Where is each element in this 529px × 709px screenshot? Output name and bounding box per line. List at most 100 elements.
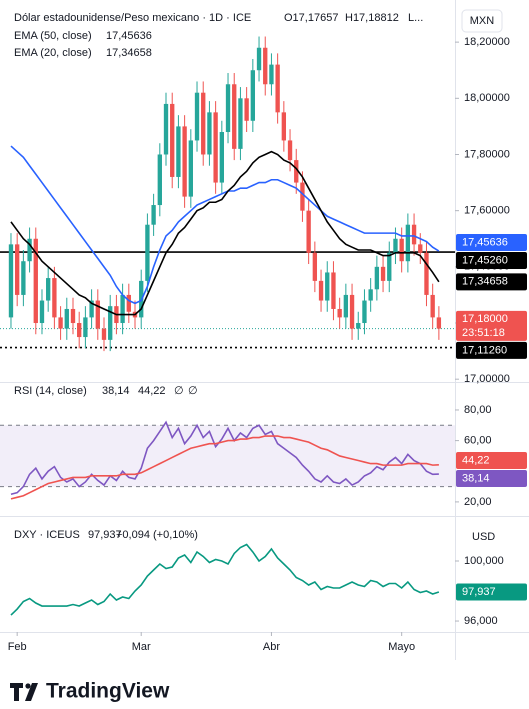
- price-label: 38,14: [462, 472, 490, 484]
- price-label: 97,937: [462, 586, 496, 598]
- candle-body: [337, 308, 342, 318]
- y-tick-label: 17,00000: [464, 373, 510, 385]
- candle-body: [64, 308, 69, 329]
- legend-label: EMA (50, close): [14, 30, 92, 42]
- price-label-box: [456, 341, 527, 359]
- candle-body: [83, 317, 88, 338]
- axis-unit: USD: [472, 531, 495, 543]
- candle-body: [362, 300, 367, 324]
- candle-body: [77, 323, 82, 338]
- legend-value: 17,45636: [106, 30, 152, 42]
- candle-body: [58, 317, 63, 329]
- candle-body: [126, 294, 131, 312]
- y-tick-label: 100,000: [464, 555, 504, 567]
- legend-value: 44,22: [138, 385, 166, 397]
- series-line: [10, 420, 439, 496]
- rsi-band: [0, 425, 455, 487]
- ohlc-label: O17,17657: [284, 12, 338, 24]
- candle-body: [27, 238, 32, 262]
- y-tick-label: 17,80000: [464, 148, 510, 160]
- chart-title: Dólar estadounidense/Peso mexicano · 1D …: [14, 12, 251, 24]
- candle-body: [356, 323, 361, 329]
- ohlc-label: H17,18812: [345, 12, 399, 24]
- x-tick-label: Feb: [8, 641, 27, 653]
- logo: TradingView: [10, 680, 170, 703]
- candle-body: [281, 112, 287, 141]
- candle-body: [182, 126, 187, 197]
- legend-value: 38,14: [102, 385, 130, 397]
- axis-unit: MXN: [470, 15, 495, 27]
- candle-body: [424, 252, 429, 295]
- candle-body: [157, 154, 162, 206]
- price-label: 17,11260: [462, 344, 507, 356]
- candle-body: [325, 272, 330, 301]
- price-label: 17,34658: [462, 276, 508, 288]
- candle-body: [263, 47, 268, 85]
- y-tick-label: 60,00: [464, 435, 492, 447]
- candle-body: [188, 140, 193, 197]
- candle-body: [380, 266, 386, 281]
- price-label: 17,18000: [462, 313, 508, 325]
- legend-value: 17,34658: [106, 47, 152, 59]
- candle-body: [207, 112, 212, 155]
- price-label-box: [456, 583, 527, 601]
- candle-body: [219, 132, 224, 183]
- candle-body: [176, 126, 181, 177]
- candle-body: [194, 92, 200, 141]
- candle-body: [374, 266, 380, 290]
- logo-icon: [25, 683, 38, 701]
- candle-body: [232, 84, 237, 149]
- ohlc-label: L...: [408, 12, 423, 24]
- candle-body: [318, 280, 324, 301]
- candle-body: [300, 182, 305, 211]
- candle-body: [418, 244, 423, 253]
- y-tick-label: 18,20000: [464, 36, 510, 48]
- candle-body: [151, 205, 156, 225]
- price-label-box: [456, 273, 527, 291]
- candle-body: [201, 92, 206, 155]
- chart-title: RSI (14, close): [14, 385, 87, 397]
- x-tick-label: Abr: [263, 641, 280, 653]
- candle-body: [101, 328, 107, 340]
- candle-body: [225, 84, 231, 133]
- candle-body: [33, 238, 38, 324]
- y-tick-label: 18,00000: [464, 92, 510, 104]
- chart-title: DXY · ICEUS: [14, 529, 80, 541]
- candle-body: [244, 98, 249, 121]
- candle-body: [399, 238, 404, 262]
- y-tick-label: 20,00: [464, 496, 492, 508]
- candle-body: [331, 272, 336, 309]
- price-label: 44,22: [462, 454, 490, 466]
- candle-body: [306, 210, 311, 253]
- candle-body: [46, 278, 51, 301]
- price-label-box: [456, 252, 527, 270]
- candle-body: [120, 294, 125, 324]
- price-label-box: [456, 469, 527, 487]
- candle-body: [52, 278, 57, 318]
- candle-body: [95, 300, 100, 329]
- plot-layer: 18,2000018,0000017,8000017,6000017,40000…: [0, 9, 527, 653]
- candle-body: [393, 238, 398, 253]
- candle-body: [287, 140, 293, 161]
- candle-body: [163, 103, 169, 155]
- unit-box: [461, 9, 503, 33]
- logo-text: TradingView: [46, 680, 170, 703]
- candle-body: [349, 294, 355, 329]
- candle-body: [436, 317, 442, 329]
- candle-body: [108, 306, 113, 340]
- candle-body: [39, 300, 45, 324]
- candle-body: [8, 244, 14, 318]
- x-tick-label: Mar: [132, 641, 151, 653]
- candle-body: [411, 224, 417, 245]
- candle-body: [145, 224, 150, 281]
- y-tick-label: 80,00: [464, 404, 492, 416]
- candle-body: [387, 252, 392, 281]
- candle-body: [256, 47, 262, 71]
- legend-value: 97,937: [88, 529, 122, 541]
- price-label-box: [456, 310, 527, 341]
- y-tick-label: 17,60000: [464, 205, 510, 217]
- price-label: 23:51:18: [462, 327, 505, 339]
- series-line: [10, 150, 440, 316]
- series-line: [10, 543, 440, 616]
